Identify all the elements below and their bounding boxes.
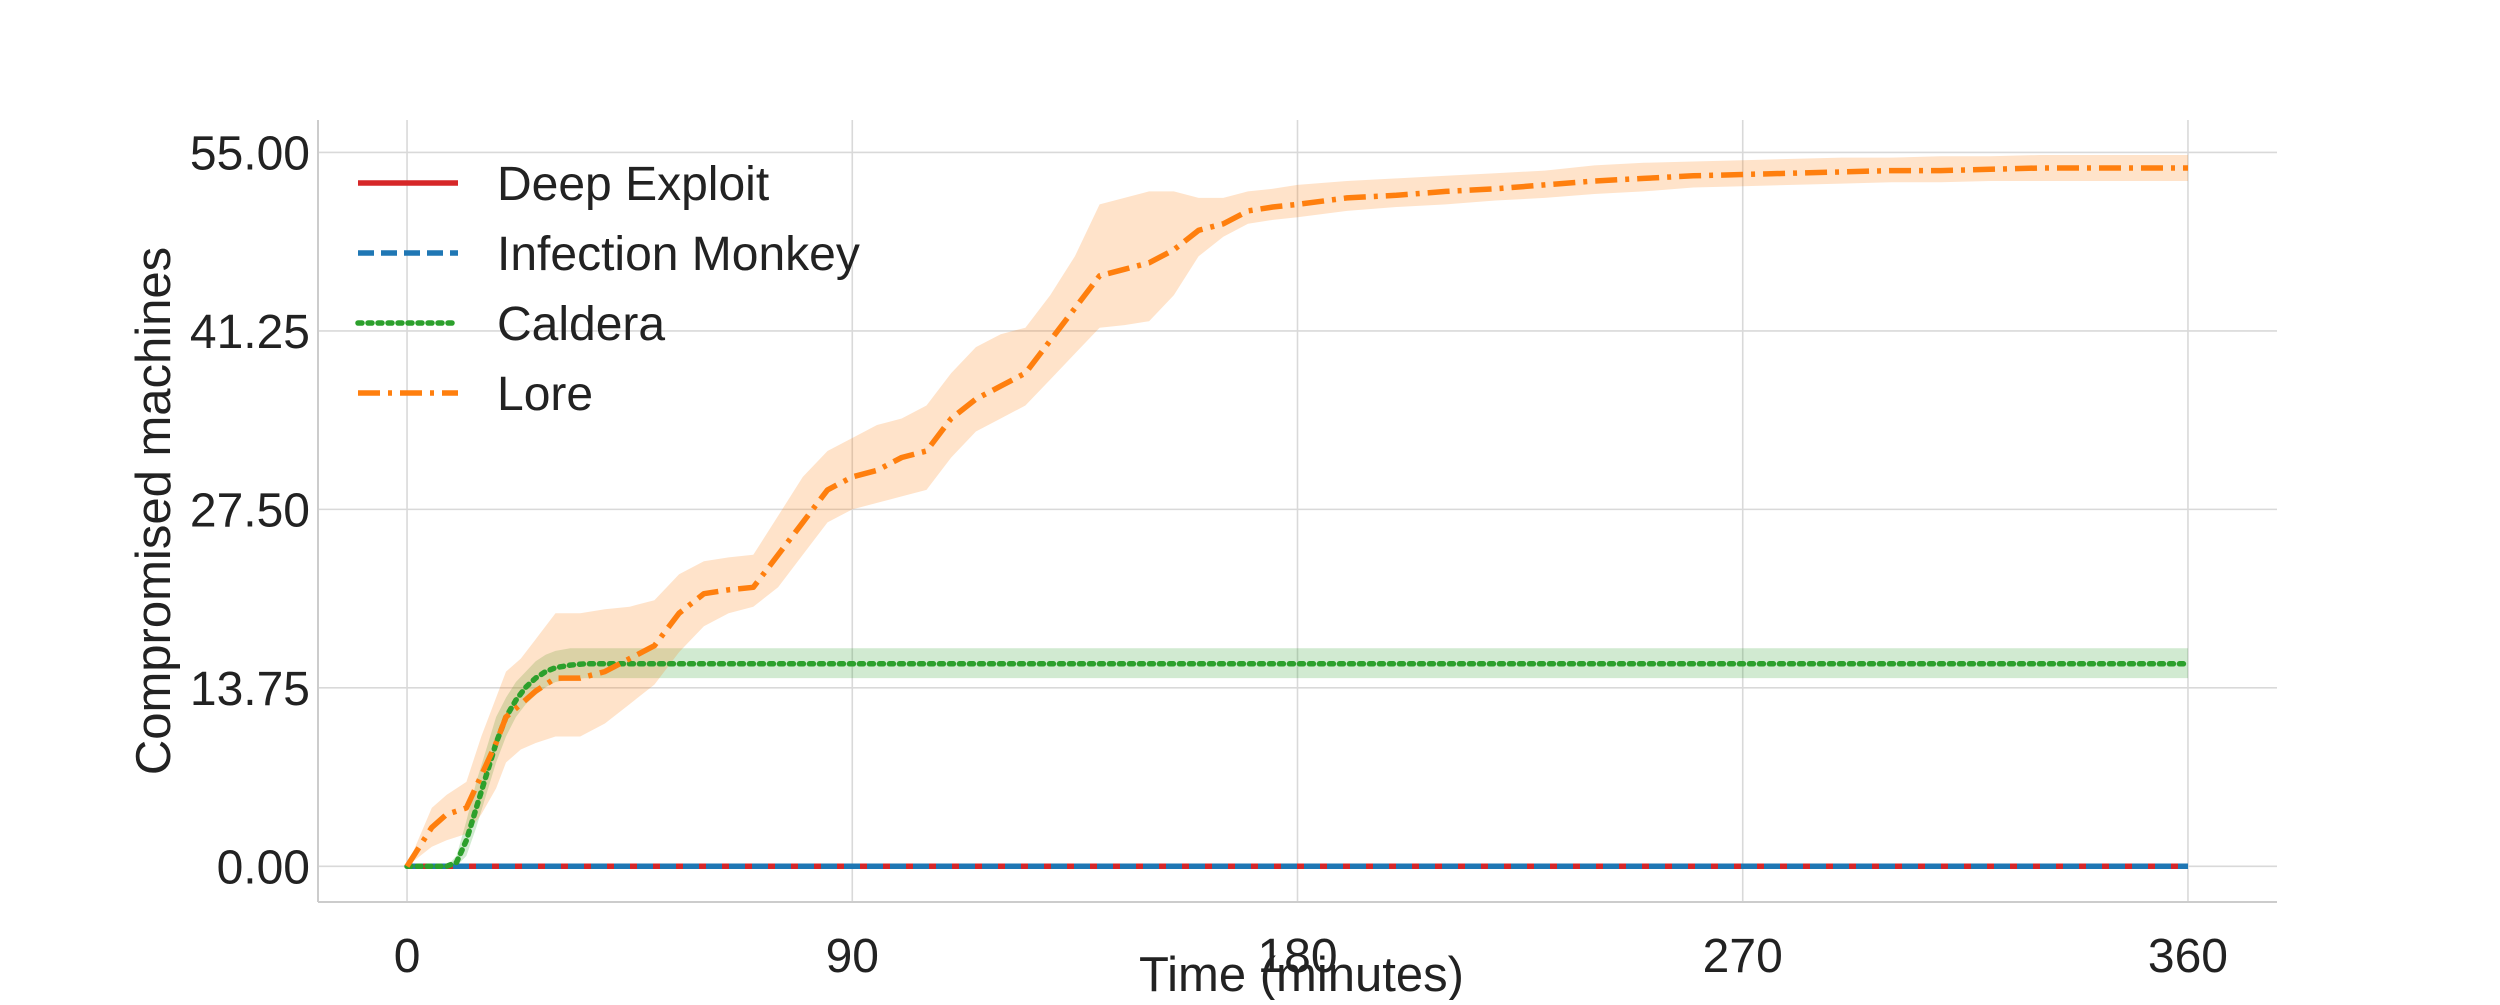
- tick-labels: 0 90 180 270 360 0.00 13.75 27.50 41.25 55.00: [190, 127, 2228, 983]
- legend-label-caldera: Caldera: [497, 298, 665, 351]
- y-tick-label: 55.00: [190, 127, 310, 180]
- x-tick-label: 270: [1703, 930, 1783, 983]
- series-line-caldera: [404, 661, 2191, 870]
- x-tick-label: 0: [394, 930, 421, 983]
- y-tick-label: 13.75: [190, 663, 310, 716]
- y-axis-label: Compromised machines: [127, 247, 181, 775]
- legend-label-deep-exploit: Deep Exploit: [497, 158, 769, 211]
- x-axis-label: Time (minutes): [1139, 948, 1464, 1000]
- confidence-bands: [407, 155, 2188, 867]
- y-tick-label: 0.00: [217, 841, 310, 894]
- x-tick-label: 360: [2148, 930, 2228, 983]
- y-tick-label: 41.25: [190, 306, 310, 359]
- legend: Deep Exploit Infection Monkey Caldera Lore: [355, 158, 860, 421]
- y-tick-label: 27.50: [190, 484, 310, 537]
- x-tick-label: 180: [1257, 930, 1337, 983]
- legend-label-lore: Lore: [497, 368, 593, 421]
- legend-label-infection-monkey: Infection Monkey: [497, 228, 860, 281]
- x-tick-label: 90: [826, 930, 879, 983]
- series-line-lore: [404, 165, 2188, 868]
- band-caldera: [407, 648, 2188, 867]
- series-lines: [404, 165, 2191, 870]
- axes: [317, 120, 2277, 903]
